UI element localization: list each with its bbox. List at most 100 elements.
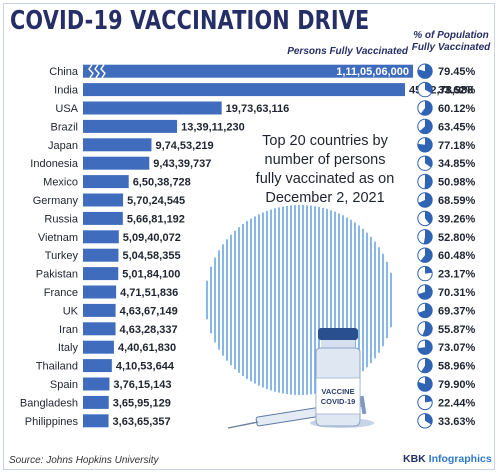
category-label: Turkey bbox=[45, 250, 79, 262]
pie-slice bbox=[425, 82, 433, 94]
credit-name: KBK bbox=[403, 453, 429, 465]
category-label: Russia bbox=[44, 213, 79, 225]
category-label: Thailand bbox=[36, 361, 78, 373]
percent-header-line1: % of Population bbox=[413, 30, 489, 41]
percent-label: 39.26% bbox=[438, 213, 476, 225]
bar bbox=[83, 395, 109, 409]
category-label: Iran bbox=[59, 324, 78, 336]
category-label: Indonesia bbox=[30, 158, 79, 170]
percent-label: 50.98% bbox=[438, 177, 476, 189]
svg-text:COVID-19: COVID-19 bbox=[321, 397, 356, 406]
category-label: France bbox=[44, 287, 78, 299]
category-label: Germany bbox=[33, 195, 79, 207]
value-label: 9,74,53,219 bbox=[155, 140, 213, 152]
category-label: China bbox=[49, 66, 79, 78]
globe-illustration bbox=[206, 205, 392, 395]
value-label: 4,10,53,644 bbox=[116, 361, 175, 373]
bar bbox=[83, 119, 178, 133]
percent-label: 23.17% bbox=[438, 269, 476, 281]
bar bbox=[83, 175, 129, 189]
pie-slice bbox=[420, 100, 433, 116]
percent-label: 69.37% bbox=[438, 305, 476, 317]
axis-break-icon bbox=[88, 64, 106, 79]
source-note: Source: Johns Hopkins University bbox=[9, 455, 159, 466]
category-label: Japan bbox=[48, 140, 78, 152]
bar bbox=[83, 101, 222, 115]
percent-label: 73.07% bbox=[438, 342, 476, 354]
value-label: 5,04,58,355 bbox=[122, 250, 180, 262]
percent-label: 33.63% bbox=[438, 416, 476, 428]
percent-label: 60.48% bbox=[438, 250, 476, 262]
bar bbox=[83, 83, 405, 97]
category-label: UK bbox=[63, 305, 79, 317]
value-label: 5,70,24,545 bbox=[127, 195, 185, 207]
series-header: Persons Fully Vaccinated bbox=[287, 46, 408, 57]
category-label: USA bbox=[55, 103, 78, 115]
percent-header: % of Population Fully Vaccinated bbox=[408, 30, 494, 54]
pie-slice bbox=[417, 64, 433, 79]
pie-slice bbox=[419, 119, 433, 134]
bar bbox=[83, 211, 123, 225]
percent-label: 77.18% bbox=[438, 140, 476, 152]
value-label: 5,09,40,072 bbox=[123, 232, 181, 244]
bar bbox=[83, 340, 114, 354]
percent-label: 63.45% bbox=[438, 121, 476, 133]
pie-slice bbox=[425, 395, 433, 403]
category-label: Spain bbox=[50, 379, 78, 391]
category-label: Mexico bbox=[43, 177, 78, 189]
value-label: 5,66,81,192 bbox=[127, 213, 185, 225]
category-label: India bbox=[54, 85, 79, 97]
value-label: 19,73,63,116 bbox=[226, 103, 290, 115]
chart-annotation: Top 20 countries by number of persons fu… bbox=[255, 133, 395, 206]
bar bbox=[83, 193, 124, 207]
value-label: 5,01,84,100 bbox=[122, 269, 180, 281]
percent-label: 55.87% bbox=[438, 324, 476, 336]
bars-layer: China 1,11,05,06,000 79.45%India 45,82,78,9… bbox=[20, 63, 476, 429]
category-label: Vietnam bbox=[38, 232, 78, 244]
pie-slice bbox=[417, 340, 433, 355]
percent-label: 68.59% bbox=[438, 195, 476, 207]
bar bbox=[83, 248, 119, 262]
bar bbox=[83, 138, 152, 152]
credit-logo: KBK Infographics bbox=[403, 453, 492, 465]
bar bbox=[83, 156, 150, 170]
percent-label: 70.31% bbox=[438, 287, 476, 299]
category-label: Philippines bbox=[25, 416, 79, 428]
percent-label: 34.85% bbox=[438, 158, 476, 170]
bar bbox=[83, 64, 413, 78]
bar bbox=[83, 377, 110, 391]
pie-slice bbox=[423, 229, 433, 245]
value-label: 4,63,28,337 bbox=[120, 324, 178, 336]
value-label: 4,63,67,149 bbox=[120, 305, 178, 317]
pie-slice bbox=[417, 137, 433, 152]
value-label: 4,71,51,836 bbox=[120, 287, 178, 299]
bar bbox=[83, 230, 119, 244]
pie-slice bbox=[425, 156, 433, 168]
category-label: Italy bbox=[58, 342, 79, 354]
bar bbox=[83, 322, 116, 336]
chart-title: COVID-19 VACCINATION DRIVE bbox=[10, 6, 370, 36]
value-label: 13,39,11,230 bbox=[181, 121, 245, 133]
value-label: 3,63,65,357 bbox=[113, 416, 171, 428]
pie-slice bbox=[418, 192, 433, 208]
percent-label: 79.90% bbox=[438, 379, 476, 391]
percent-header-line2: Fully Vaccinated bbox=[411, 42, 491, 53]
pie-slice bbox=[417, 376, 433, 392]
pie-slice bbox=[425, 211, 433, 225]
percent-label: 58.96% bbox=[438, 361, 476, 373]
value-label: 1,11,05,06,000 bbox=[336, 66, 409, 78]
value-label: 6,50,38,728 bbox=[133, 177, 191, 189]
bar bbox=[83, 359, 112, 373]
vial-icon: VACCINE COVID-19 bbox=[310, 328, 374, 428]
pie-slice bbox=[425, 413, 433, 425]
bar bbox=[83, 414, 109, 428]
value-label: 4,40,61,830 bbox=[118, 342, 176, 354]
pie-slice bbox=[422, 321, 433, 336]
pie-slice bbox=[418, 303, 433, 318]
credit-brand: Infographics bbox=[428, 453, 492, 465]
percent-label: 33.62% bbox=[438, 85, 476, 97]
category-label: Pakistan bbox=[36, 269, 78, 281]
svg-text:VACCINE: VACCINE bbox=[321, 387, 354, 396]
category-label: Bangladesh bbox=[20, 397, 78, 409]
